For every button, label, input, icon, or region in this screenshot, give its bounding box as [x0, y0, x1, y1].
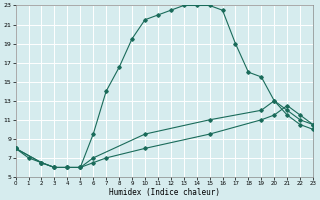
X-axis label: Humidex (Indice chaleur): Humidex (Indice chaleur): [109, 188, 220, 197]
